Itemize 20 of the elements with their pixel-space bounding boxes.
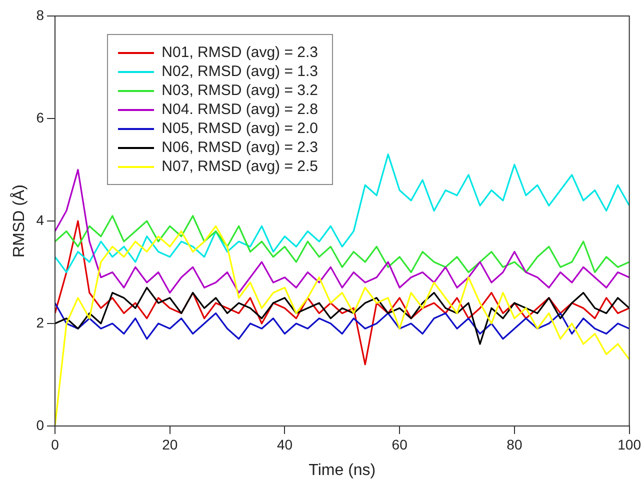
y-axis-title: RMSD (Å) <box>10 184 28 258</box>
x-tick-label: 60 <box>392 436 408 452</box>
legend-label: N06, RMSD (avg) = 2.3 <box>162 138 318 158</box>
y-tick-label: 6 <box>36 109 44 126</box>
legend-label: N07, RMSD (avg) = 2.5 <box>162 157 318 176</box>
x-tick-label: 40 <box>276 436 293 452</box>
legend-label: N03, RMSD (avg) = 3.2 <box>162 81 318 100</box>
y-tick-label: 4 <box>36 212 44 228</box>
legend-label: N02, RMSD (avg) = 1.3 <box>162 62 318 82</box>
legend-label: N04. RMSD (avg) = 2.8 <box>162 100 318 120</box>
x-tick-label: 80 <box>506 436 522 452</box>
x-tick-label: 100 <box>618 436 642 452</box>
legend-label: N01, RMSD (avg) = 2.3 <box>162 43 318 62</box>
y-tick-label: 8 <box>36 6 44 23</box>
legend-label: N05, RMSD (avg) = 2.0 <box>162 119 318 138</box>
y-tick-label: 0 <box>36 416 44 433</box>
x-tick-label: 0 <box>51 436 60 452</box>
x-axis-title: Time (ns) <box>308 462 376 479</box>
y-tick-label: 2 <box>36 314 44 330</box>
x-tick-label: 20 <box>162 436 178 452</box>
